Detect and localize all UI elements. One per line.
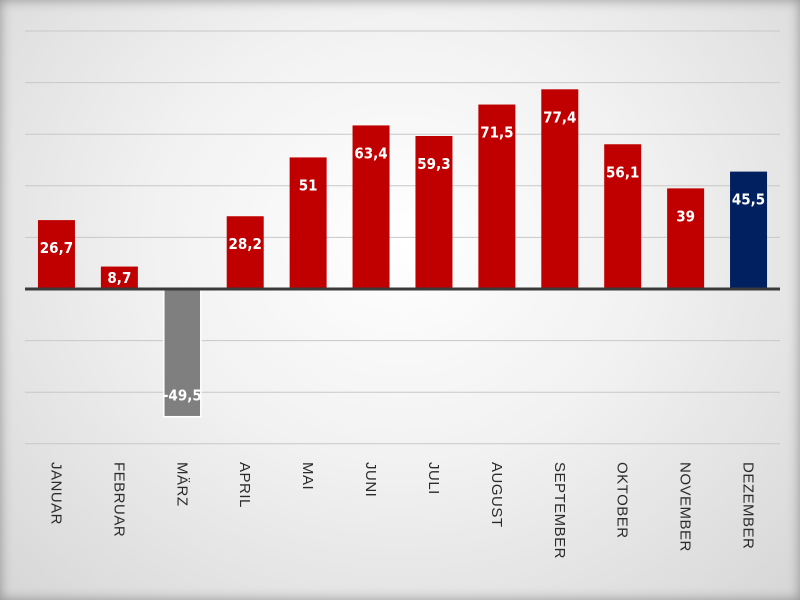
x-tick-label: MAI — [299, 462, 316, 490]
x-tick-label: SEPTEMBER — [551, 462, 568, 559]
bar-juni — [352, 125, 390, 289]
x-tick-label: FEBRUAR — [110, 462, 127, 537]
bar-oktober — [604, 144, 642, 289]
bars — [37, 89, 768, 418]
bar-februar — [100, 266, 138, 289]
bar-juli — [415, 136, 453, 289]
data-label: 77,4 — [543, 108, 576, 126]
data-label: 56,1 — [606, 163, 639, 181]
bar-november — [667, 188, 705, 289]
data-labels: 26,7 8,7 -49,5 28,2 51 63,4 59,3 71,5 77,4 56,1 39… — [40, 108, 765, 404]
data-label: 28,2 — [229, 235, 262, 253]
data-label: 8,7 — [107, 269, 131, 287]
bar-august — [478, 104, 516, 289]
bar-januar — [37, 220, 75, 289]
x-tick-label: DEZEMBER — [740, 462, 757, 549]
data-label: 59,3 — [417, 155, 450, 173]
x-tick-label: NOVEMBER — [677, 462, 694, 552]
bar-mai — [289, 157, 327, 289]
bar-april — [226, 216, 264, 289]
x-tick-label: OKTOBER — [614, 462, 631, 539]
x-tick-label: JULI — [425, 462, 442, 495]
x-tick-label: JUNI — [362, 462, 379, 497]
x-tick-label: JANUAR — [47, 462, 64, 525]
data-label: 39 — [676, 207, 695, 225]
data-label: -49,5 — [163, 387, 202, 405]
data-label: 26,7 — [40, 239, 73, 257]
data-label: 45,5 — [732, 191, 765, 209]
bar-september — [541, 89, 579, 289]
bar-dezember — [730, 171, 768, 289]
data-label: 71,5 — [480, 124, 513, 142]
x-tick-label: MÄRZ — [173, 462, 190, 507]
x-tick-label: AUGUST — [488, 462, 505, 528]
data-label: 51 — [299, 176, 318, 194]
x-axis-tick-labels: JANUAR FEBRUAR MÄRZ APRIL MAI JUNI JULI AUGUST S… — [47, 462, 756, 559]
data-label: 63,4 — [354, 144, 387, 162]
gridlines — [25, 30, 780, 445]
x-tick-label: APRIL — [236, 462, 253, 508]
